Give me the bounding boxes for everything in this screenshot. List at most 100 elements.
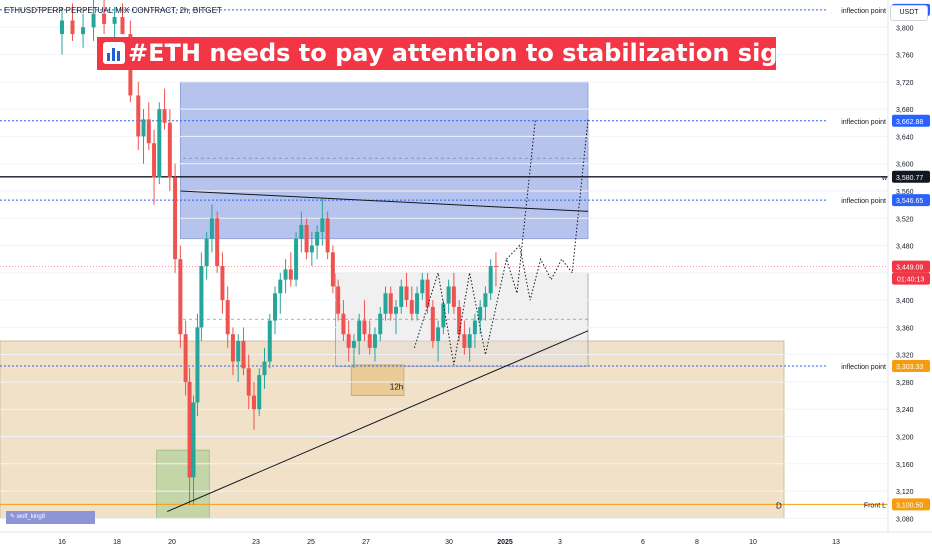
horizontal-lines-layer: inflection point inflection point w inflect…: [0, 8, 888, 510]
candle-48: [341, 300, 346, 342]
candle-15: [173, 163, 178, 273]
y-tick-3360: 3,360: [896, 325, 914, 332]
y-tick-3320: 3,320: [896, 353, 914, 360]
candle-body-51: [357, 320, 362, 342]
candle-body-29: [241, 341, 246, 369]
currency-button[interactable]: USDT: [890, 5, 928, 21]
candle-body-55: [378, 313, 383, 335]
12h-box: [350, 364, 405, 396]
candle-body-41: [304, 225, 309, 253]
candle-body-3: [91, 13, 96, 28]
price-tag-5: [892, 360, 930, 373]
candle-3: [91, 0, 96, 41]
x-tick-3: 3: [558, 539, 562, 546]
x-tick-23: 23: [252, 539, 260, 546]
candle-body-28: [236, 341, 241, 362]
candle-62: [415, 286, 420, 321]
symbol-title: ETHUSDTPERP PERPETUAL MIX CONTRACT, 2h, …: [4, 6, 222, 15]
candle-57: [388, 286, 393, 321]
candle-53: [367, 320, 372, 355]
blue-zone: [179, 81, 589, 240]
price-tag-4: [892, 260, 930, 273]
candle-43: [315, 225, 320, 260]
candle-body-42: [309, 245, 314, 253]
bar-chart-icon: [103, 42, 125, 64]
y-tick-3560: 3,560: [896, 189, 914, 196]
candle-body-77: [493, 266, 498, 267]
candle-65: [430, 300, 435, 348]
candle-13: [162, 88, 167, 130]
candle-33: [262, 347, 267, 389]
time-axis-bg: [0, 532, 932, 550]
candle-body-32: [257, 375, 262, 410]
candle-68: [446, 279, 451, 314]
candle-49: [346, 320, 351, 362]
candle-40: [299, 211, 304, 253]
zone-label-12h: 12h: [390, 383, 403, 392]
candle-59: [399, 279, 404, 314]
candle-body-20: [195, 327, 200, 403]
candle-body-49: [346, 334, 351, 348]
candle-60: [404, 272, 409, 307]
projection-path-1: [506, 119, 589, 301]
time-axis[interactable]: 16 18 20 23 25 27 30 2025 3 6 8 10 13: [0, 531, 932, 550]
candle-body-1: [70, 20, 75, 35]
candle-body-13: [162, 109, 167, 123]
candle-body-30: [246, 368, 251, 396]
author-watermark: ✎ wolf_king8: [6, 511, 95, 524]
candle-37: [283, 259, 288, 294]
projection-path-0: [413, 119, 536, 365]
candle-32: [257, 368, 262, 417]
price-tag-text-4: 3,449.09: [896, 265, 923, 272]
candle-body-65: [430, 306, 435, 342]
candle-body-17: [183, 334, 188, 382]
price-axis[interactable]: 3,080 3,120 3,160 3,200 3,240 3,280 3,320 3,360…: [887, 0, 932, 550]
y-tick-3400: 3,400: [896, 298, 914, 305]
x-tick-18: 18: [113, 539, 121, 546]
price-tag-text-6: 3,100.50: [896, 502, 923, 509]
candle-body-4: [102, 13, 107, 24]
x-tick-25: 25: [307, 539, 315, 546]
candle-77: [493, 252, 498, 287]
green-zone: [156, 449, 210, 519]
y-tick-3760: 3,760: [896, 53, 914, 60]
candle-body-45: [325, 218, 330, 253]
candle-body-25: [220, 266, 225, 301]
price-tag-text-5: 3,303.33: [896, 364, 923, 371]
candle-55: [378, 306, 383, 342]
price-tag-3: [892, 194, 930, 207]
y-tick-3120: 3,120: [896, 489, 914, 496]
hline-label-4: inflection point: [841, 364, 886, 371]
candle-51: [357, 313, 362, 355]
upper-trendline: [180, 190, 589, 212]
candle-body-9: [141, 119, 146, 137]
candle-4: [102, 0, 107, 35]
candle-41: [304, 218, 309, 260]
candle-body-63: [420, 279, 425, 294]
candle-52: [362, 300, 367, 342]
candle-72: [467, 327, 472, 362]
candle-71: [462, 320, 467, 355]
price-tag-text-3: 3,546.65: [896, 198, 923, 205]
candle-body-5: [112, 17, 117, 24]
candle-50: [351, 334, 356, 369]
candle-body-48: [341, 313, 346, 335]
candle-29: [241, 327, 246, 376]
candle-body-36: [278, 279, 283, 294]
candle-21: [199, 252, 204, 342]
candle-body-74: [478, 306, 483, 321]
candle-body-71: [462, 334, 467, 348]
candle-73: [472, 313, 477, 348]
candle-body-57: [388, 293, 393, 314]
candle-45: [325, 211, 330, 260]
candle-12: [157, 102, 162, 185]
y-tick-3280: 3,280: [896, 380, 914, 387]
candle-14: [167, 109, 172, 191]
candle-body-54: [372, 334, 377, 348]
y-tick-3520: 3,520: [896, 216, 914, 223]
candle-body-53: [367, 334, 372, 348]
candle-body-19: [191, 402, 196, 478]
candle-body-62: [415, 293, 420, 314]
candle-body-40: [299, 225, 304, 239]
